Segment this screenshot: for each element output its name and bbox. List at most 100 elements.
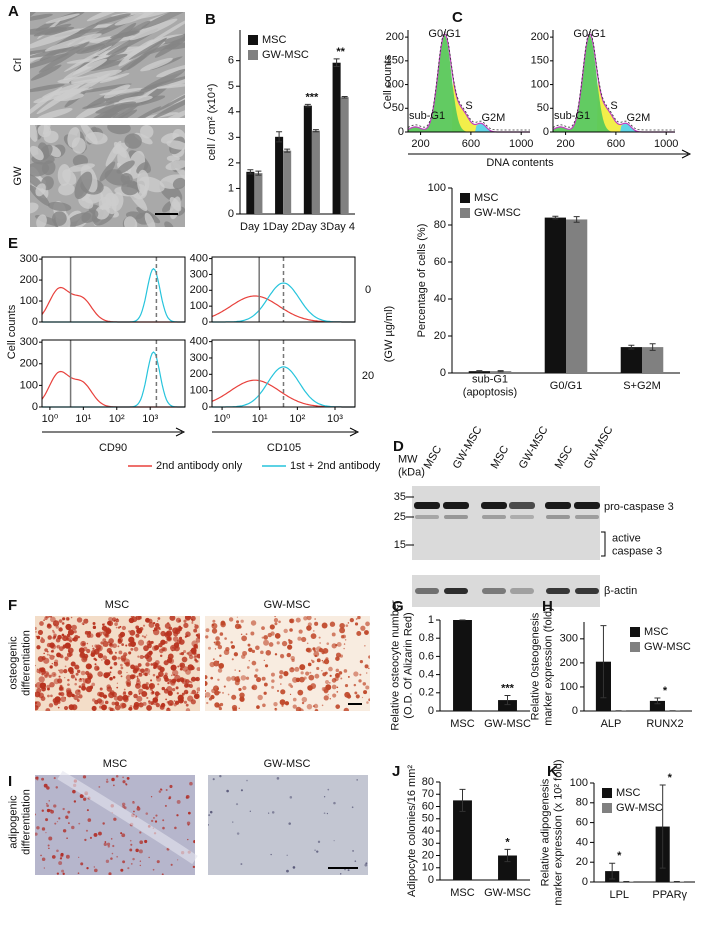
- stain-dot: [332, 633, 336, 637]
- y-tick-label: 400: [190, 252, 208, 264]
- stain-dot: [40, 855, 42, 857]
- stain-dot: [162, 827, 165, 830]
- stain-dot: [275, 633, 281, 639]
- stain-dot: [240, 863, 242, 865]
- stain-dot: [114, 620, 116, 622]
- stain-dot: [121, 667, 124, 670]
- stain-dot: [212, 620, 215, 623]
- stain-dot: [81, 686, 86, 691]
- stain-dot: [186, 684, 190, 688]
- stain-dot: [213, 778, 215, 780]
- stain-dot: [274, 618, 278, 622]
- stain-dot: [309, 672, 311, 674]
- x-tick-label: RUNX2: [646, 718, 683, 730]
- stain-dot: [124, 663, 126, 665]
- stain-dot: [51, 650, 54, 653]
- stain-dot: [45, 832, 46, 833]
- bar: [246, 172, 254, 214]
- y-tick-label: 0: [572, 705, 578, 717]
- stain-dot: [272, 811, 274, 813]
- y-tick-label: 100: [20, 295, 38, 307]
- stain-dot: [54, 823, 56, 825]
- stain-dot: [360, 626, 365, 631]
- stain-dot: [324, 796, 325, 797]
- y-tick-label: 30: [422, 837, 434, 849]
- stain-dot: [75, 679, 77, 681]
- stain-dot: [166, 686, 172, 692]
- stain-dot: [352, 850, 354, 852]
- x-tick-label: Day 3: [298, 221, 327, 233]
- stain-dot: [205, 692, 211, 698]
- panel-letter: C: [452, 9, 463, 26]
- stain-dot: [48, 836, 52, 840]
- stain-dot: [225, 647, 229, 651]
- stain-dot: [177, 800, 181, 804]
- y-tick-label: 0: [202, 401, 208, 413]
- x-tick-label: GW-MSC: [484, 887, 531, 899]
- stain-dot: [189, 782, 193, 786]
- stain-dot: [151, 820, 153, 822]
- stain-dot: [290, 694, 291, 695]
- stain-dot: [106, 663, 107, 664]
- stain-dot: [93, 626, 96, 629]
- stain-dot: [49, 800, 50, 801]
- stain-dot: [44, 867, 45, 868]
- stain-dot: [188, 824, 190, 826]
- stain-dot: [62, 635, 68, 641]
- stain-dot: [279, 670, 283, 674]
- stain-dot: [213, 658, 215, 660]
- stain-dot: [69, 652, 73, 656]
- stain-dot: [279, 675, 283, 679]
- stain-dot: [219, 691, 221, 693]
- stain-dot: [66, 688, 71, 693]
- stain-dot: [271, 673, 275, 677]
- stain-dot: [46, 673, 49, 676]
- y-tick-label: 40: [422, 825, 434, 837]
- stain-dot: [172, 650, 173, 651]
- band: [546, 588, 570, 594]
- x-tick-label: 200: [556, 138, 574, 150]
- stain-dot: [353, 671, 358, 676]
- stain-dot: [166, 789, 168, 791]
- stain-dot: [360, 660, 363, 663]
- stain-dot: [108, 638, 114, 644]
- y-tick-label: 5: [228, 80, 234, 92]
- stain-dot: [137, 656, 139, 658]
- row-label: GW: [12, 166, 24, 186]
- stain-dot: [148, 857, 149, 858]
- legend-swatch: [460, 193, 470, 203]
- stain-dot: [36, 645, 40, 649]
- stain-dot: [278, 620, 281, 623]
- stain-dot: [109, 643, 113, 647]
- stain-dot: [112, 845, 114, 847]
- stain-dot: [191, 622, 193, 624]
- stain-dot: [46, 685, 50, 689]
- stain-dot: [83, 798, 86, 801]
- stain-dot: [122, 805, 125, 808]
- column-label: MSC: [105, 599, 130, 611]
- phase-label: G2M: [626, 112, 650, 124]
- y-tick-label: 150: [531, 55, 549, 67]
- y-tick-label: 60: [434, 256, 446, 268]
- stain-dot: [140, 861, 141, 862]
- stain-dot: [293, 704, 297, 708]
- stain-dot: [192, 650, 197, 655]
- stain-dot: [36, 826, 39, 829]
- stain-dot: [268, 813, 269, 814]
- stain-dot: [208, 647, 211, 650]
- stain-dot: [231, 645, 235, 649]
- stain-dot: [106, 627, 110, 631]
- x-tick-label: 10⁰: [214, 413, 231, 425]
- stain-dot: [130, 840, 132, 842]
- stain-dot: [41, 778, 44, 781]
- stain-dot: [336, 669, 340, 673]
- stain-dot: [181, 679, 184, 682]
- stain-dot: [62, 646, 65, 649]
- stain-dot: [348, 622, 350, 624]
- stain-dot: [308, 622, 312, 626]
- stain-dot: [226, 676, 231, 681]
- stain-image: [34, 775, 196, 875]
- significance-mark: ***: [501, 682, 515, 694]
- x-tick-label: Day 4: [326, 221, 355, 233]
- stain-dot: [127, 867, 129, 869]
